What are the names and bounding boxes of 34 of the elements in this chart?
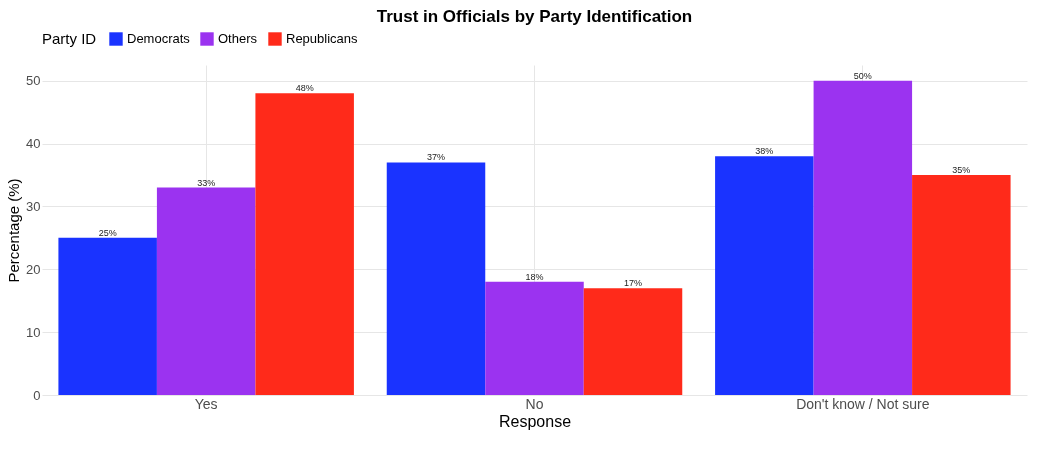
bar xyxy=(813,80,913,395)
data-label: 18% xyxy=(525,271,544,282)
legend-label: Republicans xyxy=(286,31,359,46)
y-tick-label: 50 xyxy=(26,73,41,89)
bar xyxy=(912,175,1011,395)
data-label: 37% xyxy=(426,152,446,163)
data-label: 33% xyxy=(197,177,216,188)
chart-title: Trust in Officials by Party Identification xyxy=(376,7,693,26)
legend-title: Party ID xyxy=(42,30,97,47)
y-tick-label: 30 xyxy=(26,198,41,214)
y-tick-label: 0 xyxy=(33,387,41,403)
x-axis-title: Response xyxy=(498,412,572,430)
data-label: 48% xyxy=(295,83,314,94)
data-label: 50% xyxy=(853,70,872,81)
y-tick-label: 40 xyxy=(26,136,41,152)
y-tick-label: 10 xyxy=(26,324,41,340)
bar xyxy=(58,237,157,395)
bar xyxy=(715,156,814,395)
bar xyxy=(255,93,354,395)
x-tick-label: No xyxy=(525,395,544,412)
data-label: 17% xyxy=(623,278,643,289)
y-axis-title: Percentage (%) xyxy=(5,178,23,283)
x-tick-label: Yes xyxy=(194,395,218,412)
bar xyxy=(485,281,584,395)
data-label: 35% xyxy=(952,165,971,175)
data-label: 38% xyxy=(755,146,774,157)
bar xyxy=(156,187,256,395)
data-label: 25% xyxy=(98,227,117,238)
legend-label: Others xyxy=(218,31,258,46)
bar xyxy=(583,288,683,395)
y-tick-label: 20 xyxy=(26,261,41,277)
bar xyxy=(386,162,486,395)
x-tick-label: Don't know / Not sure xyxy=(796,395,930,412)
legend-label: Democrats xyxy=(127,31,191,46)
